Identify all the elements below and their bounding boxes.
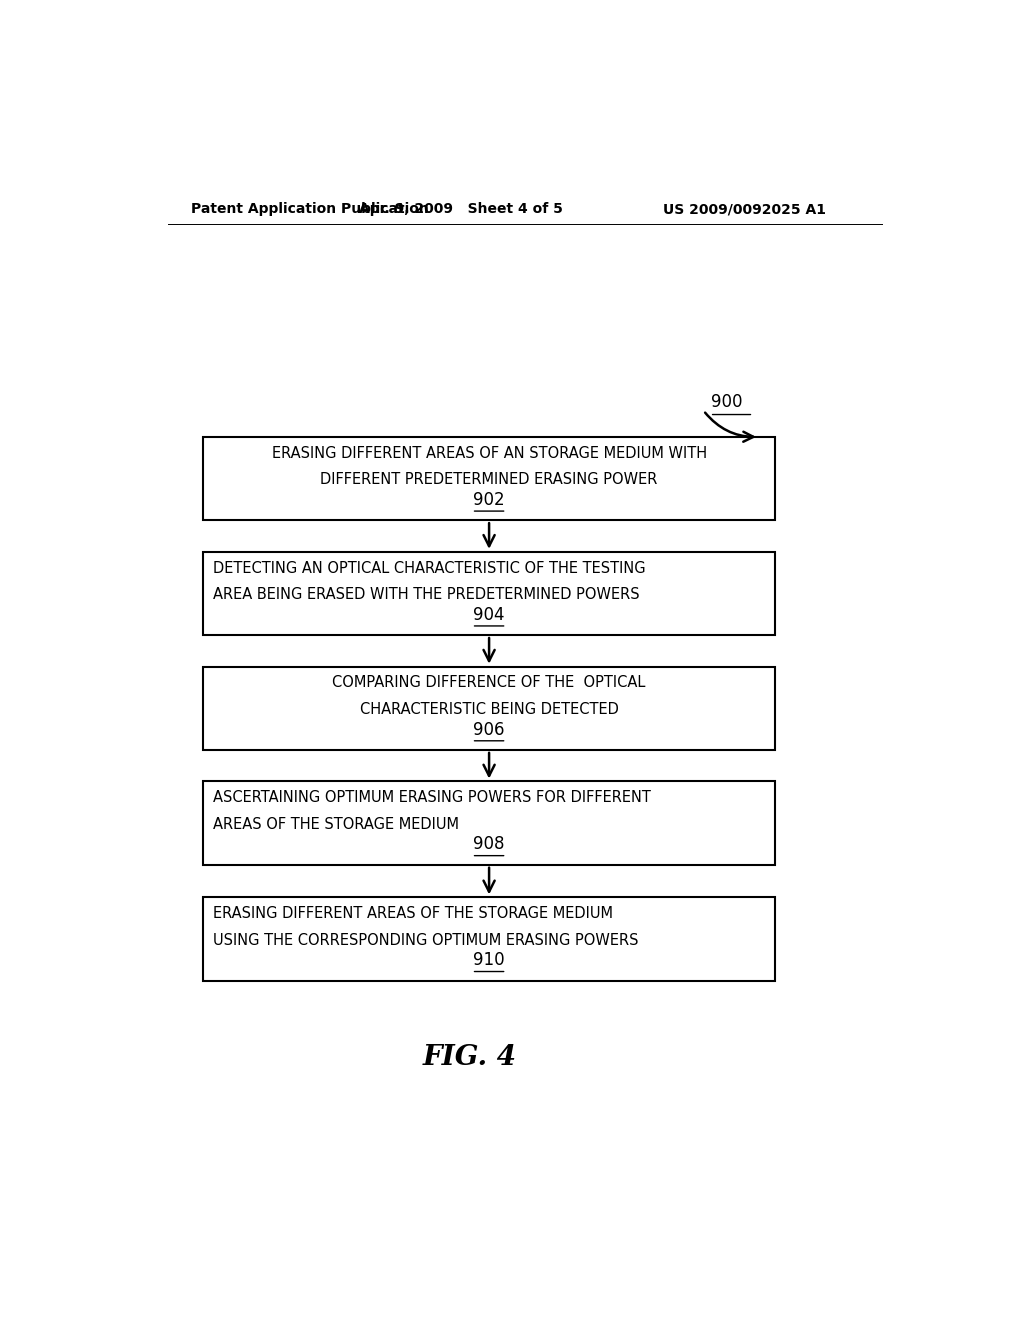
Text: DIFFERENT PREDETERMINED ERASING POWER: DIFFERENT PREDETERMINED ERASING POWER <box>321 473 657 487</box>
Text: DETECTING AN OPTICAL CHARACTERISTIC OF THE TESTING: DETECTING AN OPTICAL CHARACTERISTIC OF T… <box>213 561 645 576</box>
Text: 902: 902 <box>473 491 505 510</box>
Text: AREAS OF THE STORAGE MEDIUM: AREAS OF THE STORAGE MEDIUM <box>213 817 459 832</box>
Text: ERASING DIFFERENT AREAS OF AN STORAGE MEDIUM WITH: ERASING DIFFERENT AREAS OF AN STORAGE ME… <box>271 446 707 461</box>
Text: COMPARING DIFFERENCE OF THE  OPTICAL: COMPARING DIFFERENCE OF THE OPTICAL <box>333 676 646 690</box>
Bar <box>204 437 775 520</box>
Text: USING THE CORRESPONDING OPTIMUM ERASING POWERS: USING THE CORRESPONDING OPTIMUM ERASING … <box>213 932 638 948</box>
Bar <box>204 667 775 750</box>
Text: 900: 900 <box>712 393 742 412</box>
Bar <box>204 781 775 865</box>
Bar <box>204 552 775 635</box>
Text: 908: 908 <box>473 836 505 854</box>
Text: ASCERTAINING OPTIMUM ERASING POWERS FOR DIFFERENT: ASCERTAINING OPTIMUM ERASING POWERS FOR … <box>213 791 651 805</box>
Text: 904: 904 <box>473 606 505 624</box>
Bar <box>204 898 775 981</box>
Text: CHARACTERISTIC BEING DETECTED: CHARACTERISTIC BEING DETECTED <box>359 702 618 717</box>
Text: 906: 906 <box>473 721 505 739</box>
Text: Patent Application Publication: Patent Application Publication <box>191 202 429 216</box>
Text: AREA BEING ERASED WITH THE PREDETERMINED POWERS: AREA BEING ERASED WITH THE PREDETERMINED… <box>213 587 640 602</box>
Text: Apr. 9, 2009   Sheet 4 of 5: Apr. 9, 2009 Sheet 4 of 5 <box>359 202 563 216</box>
Text: ERASING DIFFERENT AREAS OF THE STORAGE MEDIUM: ERASING DIFFERENT AREAS OF THE STORAGE M… <box>213 906 613 921</box>
Text: FIG. 4: FIG. 4 <box>422 1044 516 1072</box>
Text: 910: 910 <box>473 952 505 969</box>
Text: US 2009/0092025 A1: US 2009/0092025 A1 <box>664 202 826 216</box>
